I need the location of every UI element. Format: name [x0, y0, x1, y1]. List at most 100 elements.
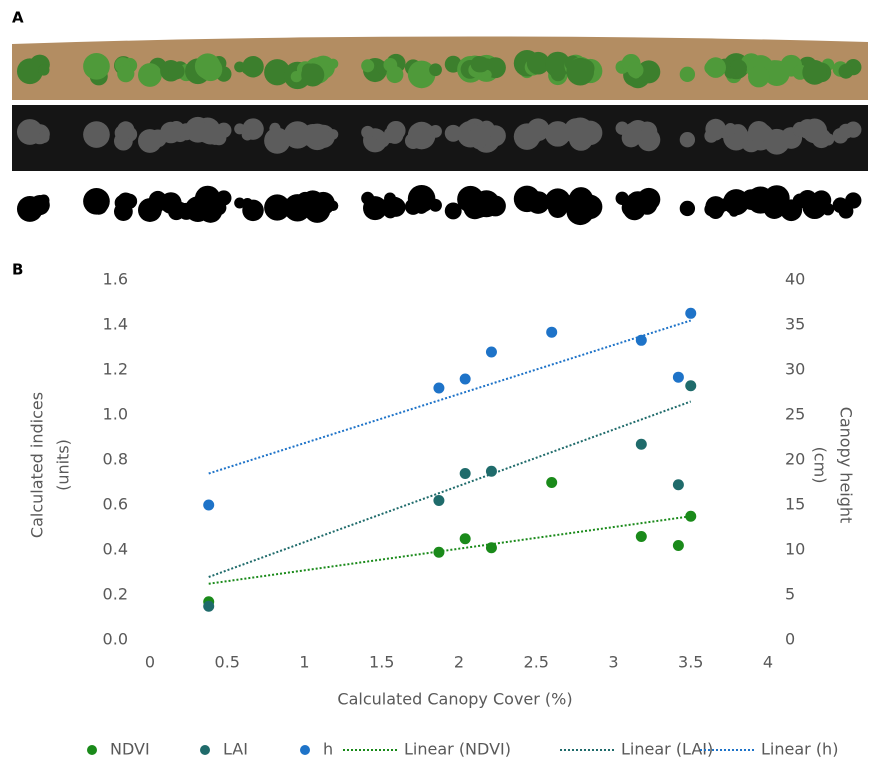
plant	[481, 69, 492, 80]
plant-mask	[168, 203, 185, 221]
plant-gray	[386, 126, 404, 144]
plant-mask	[838, 203, 854, 219]
point	[459, 533, 471, 545]
point	[635, 334, 647, 346]
plant-mask	[137, 198, 162, 222]
plant-mask	[301, 190, 325, 214]
panel-label: A	[12, 9, 24, 27]
plant-gray	[526, 118, 550, 142]
y-axis-label: Calculated indices (units)	[28, 392, 73, 538]
plant	[407, 60, 436, 89]
legend-label: Linear (NDVI)	[404, 740, 511, 759]
plant	[301, 63, 325, 87]
x-axis-label: Calculated Canopy Cover (%)	[337, 690, 572, 709]
plant-mask	[242, 199, 264, 222]
y-axis-label-line: Calculated indices	[28, 392, 47, 538]
point	[635, 438, 647, 450]
plant-mask	[361, 191, 375, 205]
plant-blobs	[16, 50, 862, 226]
plant-gray	[473, 124, 490, 141]
plant-mask	[544, 188, 571, 214]
plant-gray	[544, 121, 571, 147]
plant	[802, 60, 828, 85]
plant-mask	[83, 187, 110, 215]
plant-gray	[117, 121, 135, 139]
y-tick-label: 1.0	[103, 405, 128, 424]
plant-mask	[38, 194, 50, 206]
y-tick-label: 1.6	[103, 270, 128, 289]
plant-gray	[327, 129, 339, 140]
plant-gray	[429, 124, 442, 138]
point	[433, 495, 445, 506]
plant-gray	[802, 118, 828, 144]
y2-tick-label: 0	[785, 630, 795, 649]
plant	[264, 59, 291, 86]
plant-gray	[83, 121, 110, 148]
y-tick-label: 0.4	[103, 540, 128, 559]
trend-line	[208, 515, 691, 585]
plant	[679, 66, 696, 82]
point	[672, 371, 684, 383]
y-tick-label: 0.8	[103, 450, 128, 469]
plant-gray	[679, 132, 696, 148]
x-tick-label: 3.5	[678, 653, 703, 672]
legend-label: Linear (h)	[761, 740, 838, 759]
y2-tick-label: 15	[785, 495, 805, 514]
plant-gray	[234, 123, 246, 135]
point	[459, 373, 471, 385]
plant	[386, 66, 404, 84]
plant	[627, 62, 644, 78]
plant	[473, 56, 490, 73]
plant-mask	[526, 191, 550, 214]
legend-label: Linear (LAI)	[621, 740, 713, 759]
plant-gray	[705, 118, 726, 140]
plant-gray	[763, 128, 790, 155]
x-tick-label: 1	[299, 653, 309, 672]
plant	[544, 51, 571, 78]
plant-mask	[444, 202, 462, 220]
plant-mask	[748, 188, 770, 210]
plant-mask	[763, 185, 790, 211]
plant	[38, 64, 50, 76]
y2-tick-label: 40	[785, 270, 805, 289]
plant	[198, 57, 223, 82]
y2-tick-label: 30	[785, 360, 805, 379]
plant	[137, 63, 162, 87]
point	[685, 510, 697, 522]
plant-mask	[429, 198, 442, 212]
y2-axis-label-line: Canopy height	[837, 407, 856, 524]
legend-label: LAI	[223, 740, 248, 759]
point	[203, 499, 215, 511]
x-tick-label: 3	[608, 653, 618, 672]
plant-mask	[627, 200, 644, 217]
plant-mask	[724, 194, 737, 207]
plant	[83, 53, 110, 80]
plant-gray	[264, 127, 291, 154]
x-tick-label: 4	[763, 653, 773, 672]
plant	[16, 58, 43, 85]
point	[485, 346, 497, 358]
y2-axis-label: Canopy height (cm)	[811, 407, 856, 524]
y2-axis-label-line: (cm)	[811, 447, 830, 484]
y-tick-label: 1.2	[103, 360, 128, 379]
y-tick-label: 1.4	[103, 315, 128, 334]
plant-gray	[566, 117, 595, 146]
point	[672, 479, 684, 491]
point	[433, 382, 445, 394]
legend-swatch	[200, 745, 210, 755]
point	[485, 465, 497, 477]
plant	[327, 58, 339, 70]
y-tick-label: 0.0	[103, 630, 128, 649]
trend-line	[208, 400, 692, 578]
point	[685, 380, 697, 392]
point	[546, 326, 558, 338]
plant-gray	[242, 118, 264, 140]
plant-mask	[407, 184, 436, 213]
plant-gray	[16, 119, 43, 145]
y-axis-label-line: (units)	[54, 439, 73, 491]
legend-swatch	[300, 745, 310, 755]
plant	[566, 57, 595, 86]
x-tick-label: 2	[454, 653, 464, 672]
plant	[705, 57, 726, 78]
